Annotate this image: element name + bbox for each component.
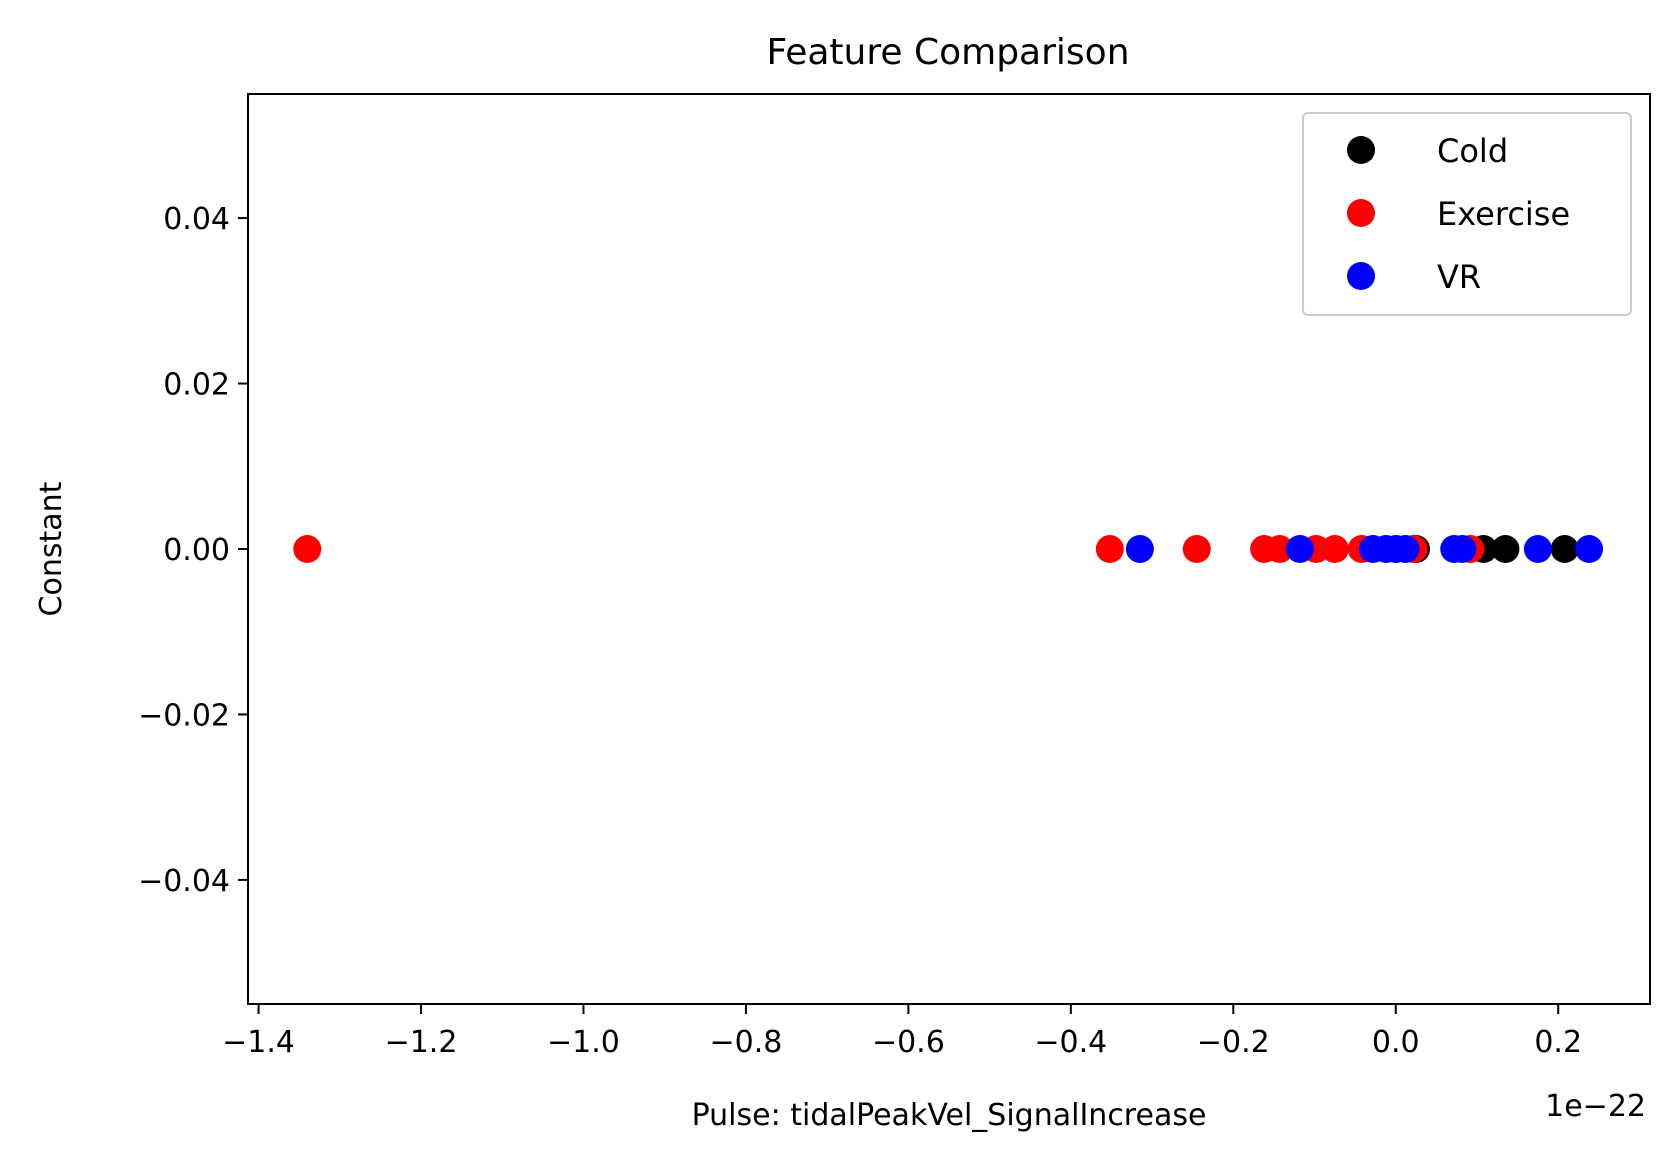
- x-tick-label: −1.2: [385, 1025, 458, 1060]
- x-tick-label: −1.4: [222, 1025, 295, 1060]
- point-vr: [1523, 535, 1552, 563]
- point-exercise: [1265, 535, 1294, 563]
- legend-label-exercise: Exercise: [1437, 195, 1570, 233]
- y-tick-label: −0.04: [138, 864, 230, 899]
- point-exercise: [1320, 535, 1349, 563]
- x-axis-ticks: −1.4 −1.2 −1.0 −0.8 −0.6 −0.4 −0.2 0.0 0.2: [222, 1004, 1582, 1060]
- legend-label-cold: Cold: [1437, 132, 1508, 170]
- point-exercise: [1182, 535, 1211, 563]
- y-axis-label: Constant: [34, 481, 69, 616]
- legend-marker-vr: [1347, 262, 1375, 290]
- x-tick-label: −1.0: [547, 1025, 620, 1060]
- x-tick-label: −0.6: [872, 1025, 945, 1060]
- point-exercise: [293, 535, 322, 563]
- legend-label-vr: VR: [1437, 258, 1481, 296]
- x-axis-label: Pulse: tidalPeakVel_SignalIncrease: [692, 1098, 1207, 1133]
- x-tick-label: 0.2: [1534, 1025, 1582, 1060]
- y-tick-label: 0.04: [163, 202, 230, 237]
- legend-frame: [1302, 112, 1632, 316]
- x-tick-label: 0.0: [1372, 1025, 1420, 1060]
- y-axis-ticks: 0.04 0.02 0.00 −0.02 −0.04: [138, 202, 248, 899]
- data-points: [293, 535, 1604, 563]
- legend-marker-exercise: [1347, 199, 1375, 227]
- point-exercise: [1095, 535, 1124, 563]
- y-tick-label: 0.02: [163, 368, 230, 403]
- legend-marker-cold: [1347, 136, 1375, 164]
- point-cold: [1550, 535, 1579, 563]
- point-vr: [1125, 535, 1154, 563]
- x-tick-label: −0.4: [1034, 1025, 1107, 1060]
- x-axis-offset-label: 1e−22: [1545, 1089, 1646, 1124]
- point-vr: [1448, 535, 1477, 563]
- x-tick-label: −0.8: [709, 1025, 782, 1060]
- point-vr: [1575, 535, 1604, 563]
- point-vr: [1285, 535, 1314, 563]
- y-tick-label: 0.00: [163, 533, 230, 568]
- chart-title: Feature Comparison: [766, 32, 1129, 73]
- x-tick-label: −0.2: [1197, 1025, 1270, 1060]
- point-vr: [1391, 535, 1420, 563]
- y-tick-label: −0.02: [138, 698, 230, 733]
- legend: Cold Exercise VR: [1302, 112, 1632, 316]
- point-cold: [1491, 535, 1520, 563]
